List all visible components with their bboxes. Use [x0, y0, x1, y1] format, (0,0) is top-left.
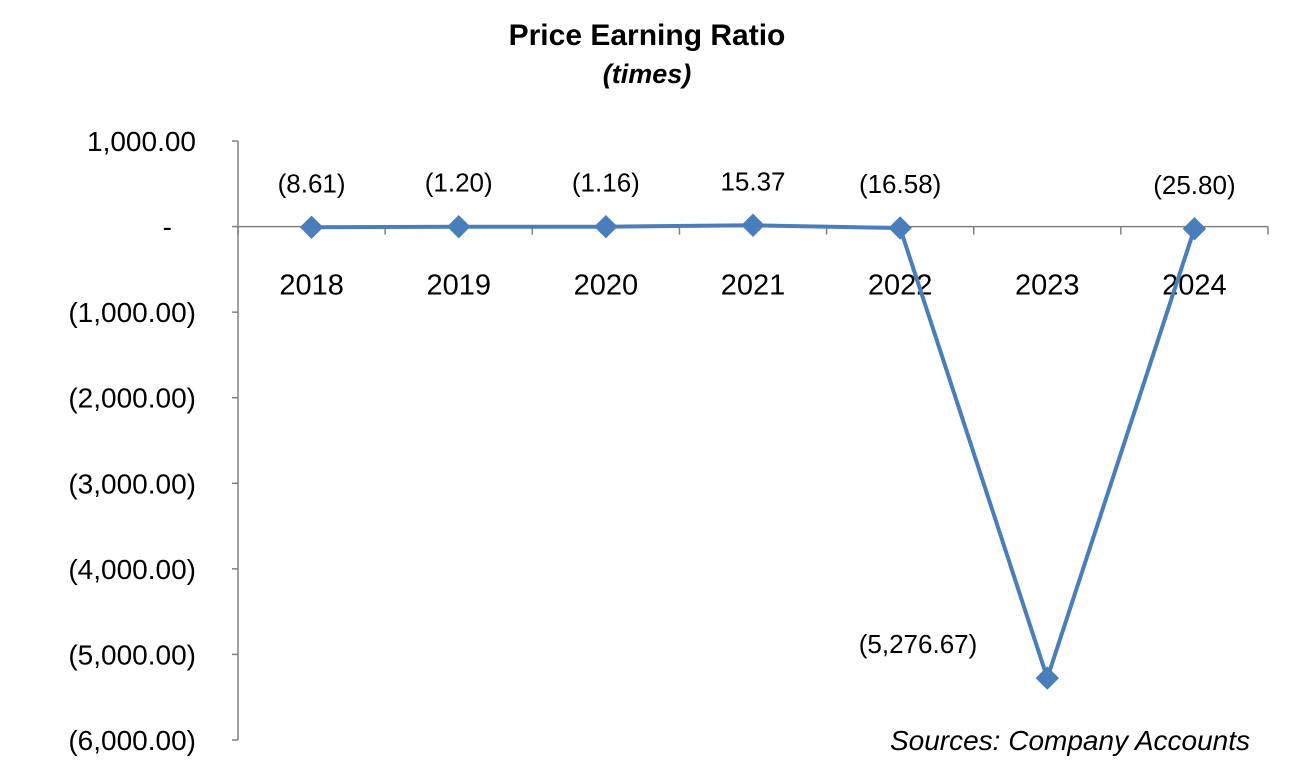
data-label: (25.80) [1153, 170, 1235, 200]
x-tick-label: 2021 [721, 270, 786, 302]
data-point-marker [447, 214, 471, 239]
y-tick-label: (1,000.00) [68, 297, 196, 328]
source-note: Sources: Company Accounts [890, 725, 1250, 756]
y-tick-label: 1,000.00 [87, 126, 196, 157]
y-tick-label: - [163, 212, 172, 243]
data-point-marker [594, 214, 618, 239]
data-label: (8.61) [278, 168, 346, 198]
data-label: (1.20) [425, 168, 493, 198]
data-labels: (8.61) (1.20) (1.16) 15.37 (16.58) (5,276.67)… [278, 166, 1236, 659]
y-tick-label: (5,000.00) [68, 639, 196, 670]
data-label: 15.37 [720, 166, 785, 196]
data-label: (5,276.67) [859, 629, 978, 659]
x-tick-label: 2020 [574, 270, 639, 302]
y-tick-label: (2,000.00) [68, 383, 196, 414]
x-tick-label: 2023 [1015, 270, 1080, 302]
y-tick-label: (3,000.00) [68, 468, 196, 499]
data-point-marker [1182, 217, 1207, 241]
data-point-marker [1035, 666, 1059, 690]
x-tick-label: 2018 [279, 270, 344, 302]
data-label: (1.16) [572, 168, 640, 198]
data-point-marker [888, 216, 912, 240]
data-label: (16.58) [859, 169, 941, 199]
series-layer [299, 213, 1207, 690]
y-tick-label: (6,000.00) [68, 725, 196, 756]
axis-ticks: 1,000.00 - (1,000.00) (2,000.00) (3,000.00) (… [68, 126, 1269, 756]
data-point-marker [299, 215, 324, 240]
chart-subtitle: (times) [603, 59, 692, 89]
x-tick-label: 2019 [426, 270, 491, 302]
y-tick-label: (4,000.00) [68, 554, 196, 585]
data-point-marker [741, 213, 765, 237]
chart-title: Price Earning Ratio [509, 19, 786, 52]
